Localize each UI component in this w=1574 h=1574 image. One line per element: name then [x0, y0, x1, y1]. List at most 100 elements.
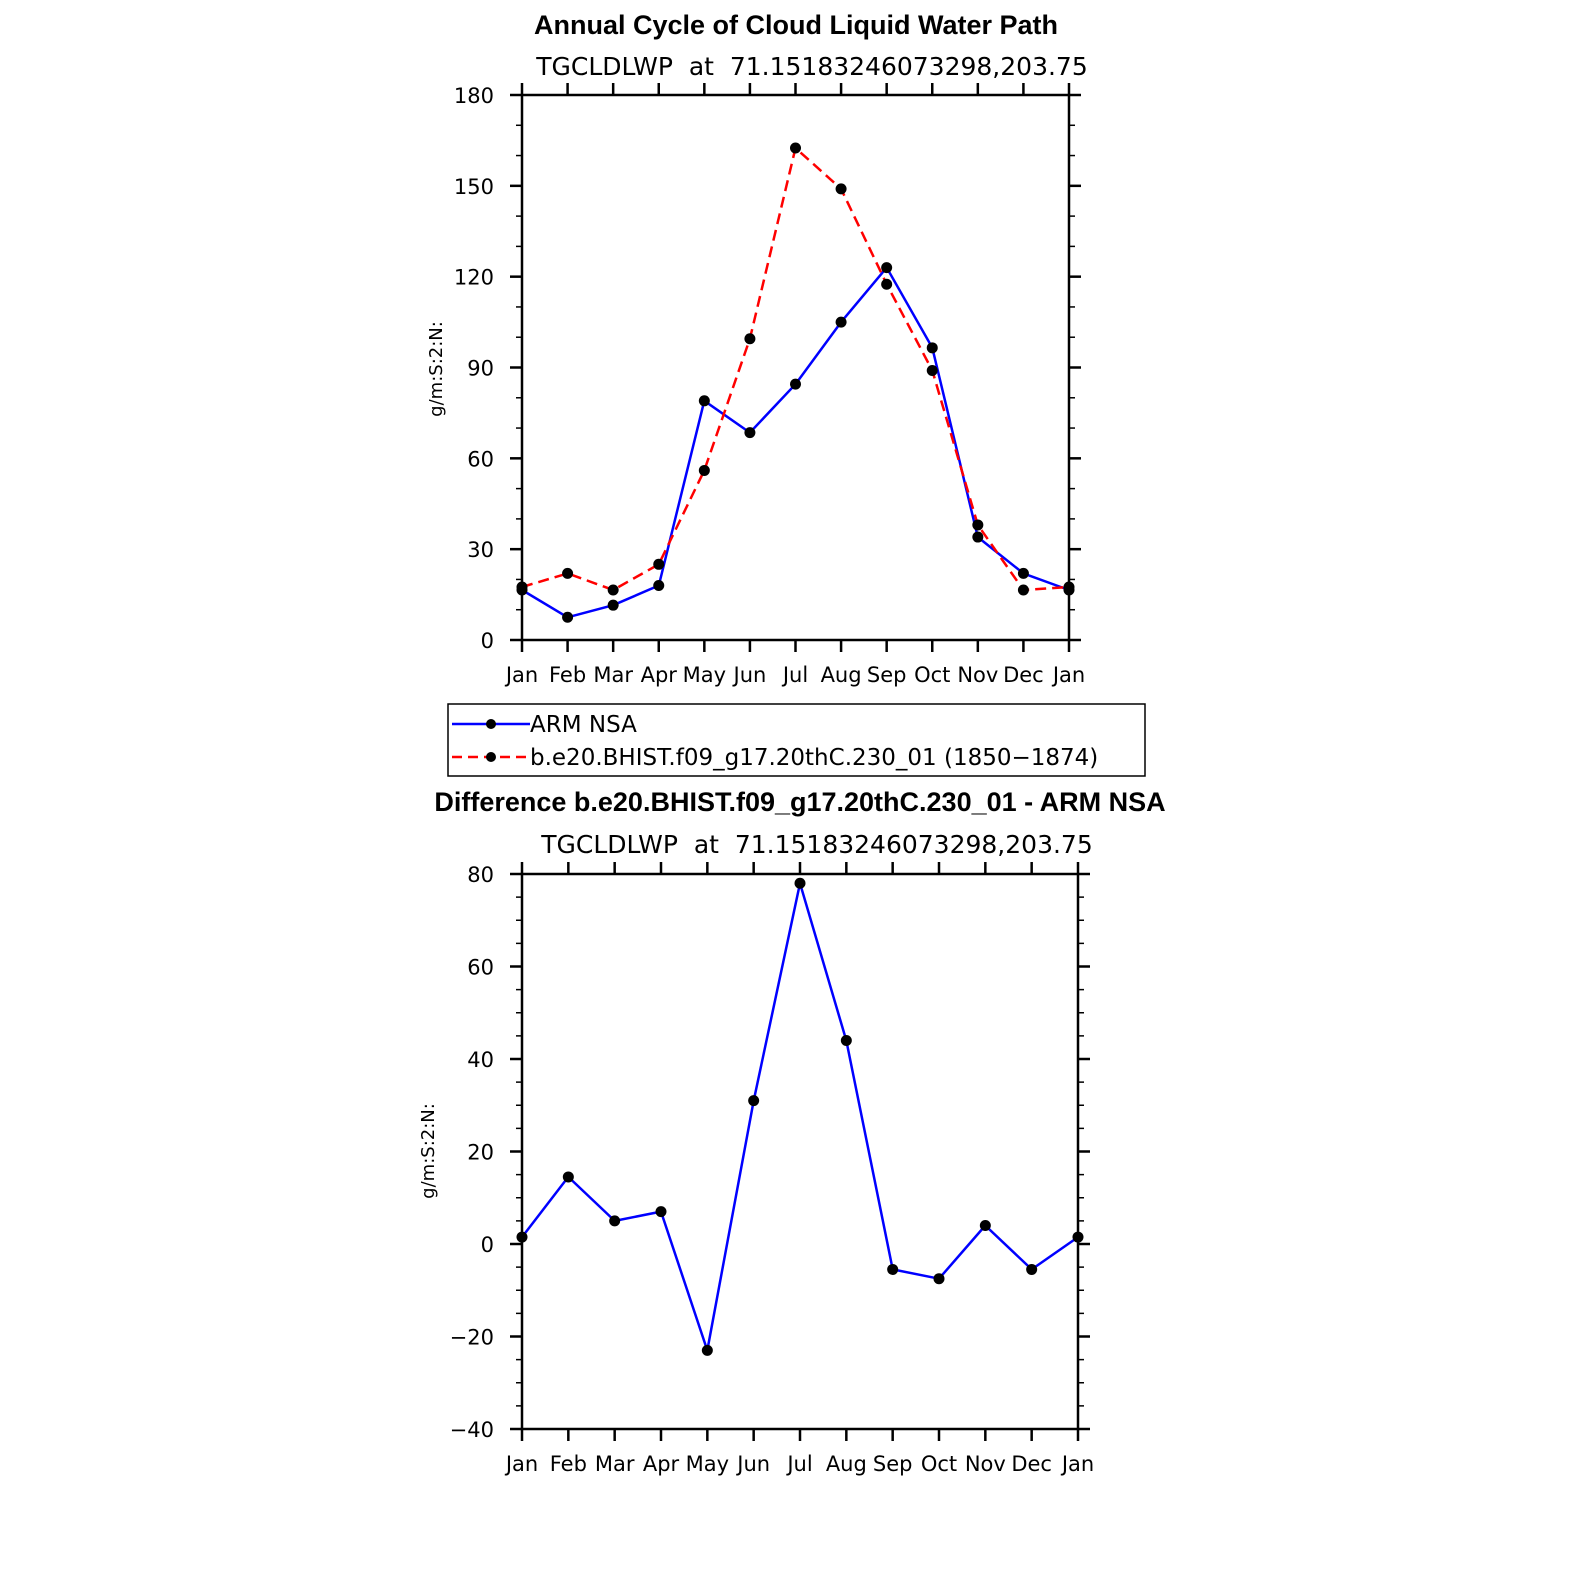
- data-point: [744, 427, 756, 439]
- data-point: [790, 378, 801, 390]
- chart-subtitle: TGCLDLWP at 71.15183246073298,203.75: [540, 830, 1092, 859]
- x-tick-label: Jan: [1051, 663, 1085, 687]
- data-point: [835, 183, 847, 195]
- x-tick-label: Aug: [821, 663, 862, 687]
- data-point: [516, 581, 528, 593]
- y-tick-label: 30: [467, 538, 494, 562]
- series-points: [516, 142, 1075, 623]
- legend-box: [447, 703, 1146, 777]
- x-tick-label: May: [686, 1452, 729, 1476]
- data-point: [562, 567, 574, 579]
- data-point: [840, 1035, 852, 1046]
- data-point: [1017, 584, 1029, 596]
- data-point: [926, 342, 938, 354]
- x-tick-label: May: [683, 663, 726, 687]
- data-point: [790, 142, 801, 154]
- data-point: [1026, 1263, 1038, 1275]
- y-tick-label: 120: [454, 266, 494, 290]
- x-tick-labels: Jan Feb Mar Apr May Jun Jul Aug Sep Oct Nov Dec Jan: [504, 1452, 1094, 1476]
- difference-chart: Difference b.e20.BHIST.f09_g17.20thC.230…: [418, 787, 1166, 1476]
- y-tick-labels: −40 −20 0 20 40 60 80: [450, 863, 494, 1442]
- data-point: [607, 584, 619, 596]
- data-point: [881, 262, 893, 274]
- axis-ticks: [510, 862, 1090, 1441]
- chart-title: Annual Cycle of Cloud Liquid Water Path: [534, 10, 1058, 40]
- x-tick-label: Sep: [867, 663, 907, 687]
- x-tick-label: Jul: [785, 1452, 812, 1476]
- data-point: [516, 1231, 528, 1243]
- y-tick-label: 0: [481, 1233, 494, 1257]
- data-point: [701, 1344, 713, 1356]
- y-tick-labels: 0 30 60 90 120 150 180: [454, 84, 494, 653]
- plot-frame: [520, 872, 1080, 1431]
- x-tick-label: Feb: [550, 1452, 587, 1476]
- data-point: [1072, 1231, 1084, 1243]
- x-tick-label: Sep: [873, 1452, 913, 1476]
- data-point: [1063, 581, 1075, 593]
- legend-marker-model: [486, 752, 496, 762]
- data-point: [933, 1273, 945, 1285]
- y-tick-label: 90: [467, 357, 494, 381]
- x-tick-label: Dec: [1003, 663, 1044, 687]
- data-point: [607, 599, 619, 611]
- y-tick-label: −20: [450, 1326, 494, 1350]
- x-tick-label: Jan: [1060, 1452, 1094, 1476]
- y-tick-label: 40: [467, 1048, 494, 1072]
- y-axis-label: g/m:S:2:N:: [426, 321, 447, 417]
- legend-marker-arm-nsa: [486, 719, 496, 729]
- chart-title: Difference b.e20.BHIST.f09_g17.20thC.230…: [434, 787, 1165, 817]
- data-point: [562, 611, 574, 623]
- legend-label-arm-nsa: ARM NSA: [530, 712, 637, 738]
- y-tick-label: 60: [467, 956, 494, 980]
- x-tick-label: Jan: [504, 663, 538, 687]
- x-tick-label: Mar: [593, 663, 633, 687]
- data-point: [1017, 567, 1029, 579]
- data-point: [653, 580, 665, 591]
- y-axis-label: g/m:S:2:N:: [418, 1103, 439, 1199]
- x-tick-label: Nov: [965, 1452, 1006, 1476]
- x-tick-label: Apr: [643, 1452, 680, 1476]
- series-line-0: [521, 882, 1079, 1352]
- data-point: [835, 316, 847, 328]
- data-point: [562, 1171, 574, 1183]
- y-tick-label: 0: [481, 629, 494, 653]
- x-tick-label: Feb: [549, 663, 586, 687]
- data-point: [653, 558, 665, 570]
- data-point: [698, 395, 710, 407]
- data-point: [655, 1206, 667, 1218]
- series-line-0: [521, 266, 1070, 619]
- data-point: [972, 531, 984, 543]
- x-tick-label: Nov: [957, 663, 998, 687]
- x-tick-label: Jun: [735, 1452, 770, 1476]
- series-lines: [521, 882, 1079, 1352]
- y-tick-label: 20: [467, 1141, 494, 1165]
- y-tick-label: 60: [467, 447, 494, 471]
- x-tick-label: Oct: [914, 663, 950, 687]
- x-tick-label: Jul: [781, 663, 808, 687]
- chart-subtitle: TGCLDLWP at 71.15183246073298,203.75: [535, 52, 1087, 81]
- x-tick-label: Jun: [732, 663, 767, 687]
- data-point: [698, 464, 710, 476]
- series-line-1: [521, 146, 1070, 592]
- y-tick-label: −40: [450, 1418, 494, 1442]
- x-tick-label: Apr: [641, 663, 678, 687]
- data-point: [748, 1095, 760, 1107]
- x-tick-label: Mar: [595, 1452, 635, 1476]
- data-point: [979, 1220, 991, 1231]
- data-point: [609, 1215, 621, 1227]
- x-tick-label: Aug: [826, 1452, 867, 1476]
- y-tick-label: 150: [454, 175, 494, 199]
- y-tick-label: 80: [467, 863, 494, 887]
- plot-axes: [520, 93, 1071, 642]
- data-point: [972, 519, 984, 531]
- plot-axes: [520, 872, 1080, 1431]
- x-tick-label: Oct: [921, 1452, 957, 1476]
- x-tick-label: Jan: [504, 1452, 538, 1476]
- legend-label-model: b.e20.BHIST.f09_g17.20thC.230_01 (1850−1…: [530, 745, 1098, 771]
- series-points: [516, 877, 1084, 1356]
- data-point: [887, 1263, 899, 1275]
- data-point: [794, 877, 806, 889]
- x-tick-label: Dec: [1011, 1452, 1052, 1476]
- annual-cycle-chart: Annual Cycle of Cloud Liquid Water Path …: [426, 10, 1088, 687]
